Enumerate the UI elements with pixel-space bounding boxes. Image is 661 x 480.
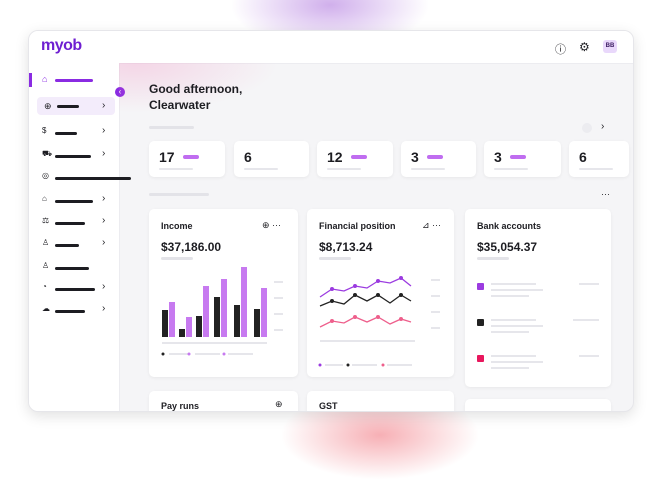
nav-item[interactable] xyxy=(55,155,91,158)
stat-card[interactable]: 6 xyxy=(569,141,629,177)
active-indicator xyxy=(29,73,32,87)
stat-pill xyxy=(351,155,367,159)
card-amount: $37,186.00 xyxy=(161,240,222,254)
card-amount: $8,713.24 xyxy=(319,240,373,254)
accent xyxy=(119,63,279,113)
next-button[interactable]: › xyxy=(601,121,605,132)
stat-card[interactable]: 12 xyxy=(317,141,393,177)
chevron: › xyxy=(102,237,106,248)
chevron: › xyxy=(102,193,106,204)
placeholder xyxy=(149,193,209,196)
stat-card[interactable]: 3 xyxy=(401,141,476,177)
pay-runs-card[interactable]: Pay runs ⊕ xyxy=(149,391,298,411)
nav-icon[interactable]: ☁ xyxy=(42,304,50,313)
placeholder xyxy=(244,168,278,170)
chart-icon[interactable]: ⊿ ··· xyxy=(422,220,442,230)
help-icon[interactable]: ⓘ xyxy=(555,44,566,56)
chevron: › xyxy=(102,303,106,314)
greeting-name: Clearwater xyxy=(149,98,211,112)
nav-item[interactable] xyxy=(55,79,93,82)
chevron: › xyxy=(102,215,106,226)
stat-value: 3 xyxy=(494,149,502,165)
placeholder xyxy=(159,168,193,170)
settings-icon[interactable]: ⚙ xyxy=(579,40,590,54)
nav-item xyxy=(57,105,79,108)
card-title: Pay runs xyxy=(161,401,200,411)
nav-item[interactable] xyxy=(55,222,85,225)
card-title: Bank accounts xyxy=(477,221,542,231)
sidebar: myob ⌂ ⊕ › ‹ $ › ⛟ › ◎ ⌂ › ⚖ › ♙ › ♙ ◔ › ☁ › xyxy=(29,31,131,411)
add-icon[interactable]: ⊕ ··· xyxy=(262,220,282,230)
placeholder xyxy=(149,126,194,129)
stat-value: 3 xyxy=(411,149,419,165)
add-icon[interactable]: ⊕ xyxy=(275,399,283,409)
chevron: › xyxy=(102,125,106,136)
gst-card[interactable]: GST xyxy=(307,391,454,411)
stat-pill xyxy=(510,155,526,159)
nav-icon[interactable]: $ xyxy=(42,126,47,135)
financial-position-card[interactable]: Financial position ⊿ ··· $8,713.24 xyxy=(307,209,454,377)
nav-icon[interactable]: ◔ xyxy=(42,282,47,291)
card-title: Income xyxy=(161,221,193,231)
home-icon[interactable]: ⌂ xyxy=(42,74,48,84)
placeholder xyxy=(319,257,351,260)
nav-item[interactable] xyxy=(55,244,79,247)
income-chart xyxy=(161,267,283,356)
top-bar: ⓘ ⚙ BB xyxy=(119,31,633,64)
stat-card[interactable]: 17 xyxy=(149,141,225,177)
nav-item[interactable] xyxy=(55,288,95,291)
stat-card[interactable]: 6 xyxy=(234,141,309,177)
nav-item[interactable] xyxy=(55,267,89,270)
nav-icon[interactable]: ♙ xyxy=(42,238,50,247)
chevron: › xyxy=(102,281,106,292)
placeholder xyxy=(477,257,509,260)
card xyxy=(465,399,611,411)
account-list xyxy=(477,283,599,369)
greeting-line: Good afternoon, xyxy=(149,82,243,96)
stat-pill xyxy=(427,155,443,159)
avatar[interactable]: BB xyxy=(603,40,617,53)
nav-icon[interactable]: ⚖ xyxy=(42,216,50,225)
chevron: › xyxy=(102,100,106,111)
app-window: myob ⌂ ⊕ › ‹ $ › ⛟ › ◎ ⌂ › ⚖ › ♙ › ♙ ◔ › ☁ › ⓘ ⚙ BB Goo… xyxy=(28,30,634,412)
chevron: › xyxy=(102,148,106,159)
placeholder xyxy=(494,168,528,170)
bank-accounts-card[interactable]: Bank accounts $35,054.37 xyxy=(465,209,611,387)
greeting: Good afternoon, Clearwater xyxy=(149,81,242,113)
stat-card[interactable]: 3 xyxy=(484,141,561,177)
nav-item[interactable] xyxy=(55,310,85,313)
stat-value: 12 xyxy=(327,149,343,165)
nav-icon[interactable]: ⛟ xyxy=(42,149,53,158)
income-card[interactable]: Income ⊕ ··· $37,186.00 xyxy=(149,209,298,377)
nav-icon[interactable]: ♙ xyxy=(42,261,50,270)
nav-icon[interactable]: ◎ xyxy=(42,171,49,180)
placeholder xyxy=(161,257,193,260)
card-amount: $35,054.37 xyxy=(477,240,538,254)
placeholder xyxy=(411,168,445,170)
card-title: Financial position xyxy=(319,221,396,231)
nav-icon[interactable]: ⌂ xyxy=(42,194,47,203)
stat-value: 6 xyxy=(244,149,252,165)
nav-item[interactable] xyxy=(55,200,93,203)
collapse-button[interactable]: ‹ xyxy=(115,87,125,97)
stat-pill xyxy=(183,155,199,159)
nav-item[interactable] xyxy=(55,132,77,135)
nav-item[interactable] xyxy=(55,177,131,180)
more-icon[interactable]: ··· xyxy=(601,189,610,199)
stat-value: 6 xyxy=(579,149,587,165)
placeholder xyxy=(579,168,613,170)
plus-icon: ⊕ xyxy=(44,101,52,111)
financial-chart xyxy=(318,276,440,367)
logo[interactable]: myob xyxy=(41,37,82,54)
prev-button[interactable] xyxy=(582,123,592,133)
stat-value: 17 xyxy=(159,149,175,165)
placeholder xyxy=(327,168,361,170)
card-title: GST xyxy=(319,401,338,411)
